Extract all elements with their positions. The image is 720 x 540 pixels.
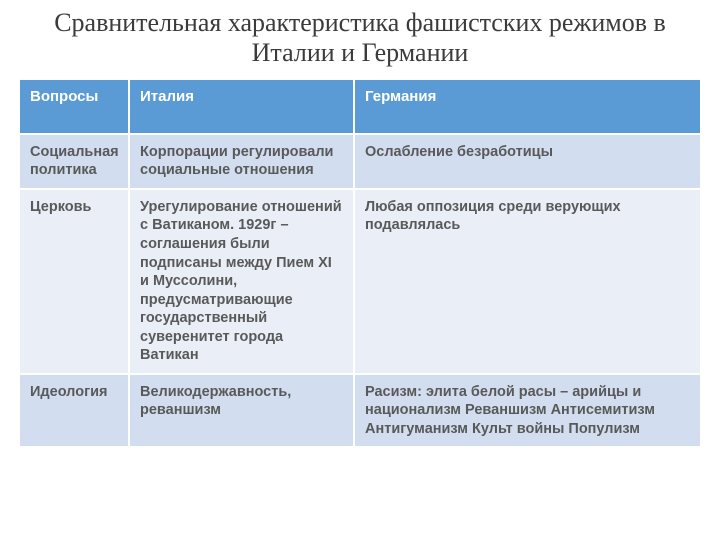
cell-germany: Любая оппозиция среди верующих подавляла… <box>354 189 701 374</box>
cell-germany: Ослабление безработицы <box>354 134 701 189</box>
table-header-row: Вопросы Италия Германия <box>19 79 701 134</box>
cell-question: Церковь <box>19 189 129 374</box>
col-header-questions: Вопросы <box>19 79 129 134</box>
cell-germany: Расизм: элита белой расы – арийцы и наци… <box>354 374 701 448</box>
cell-italy: Корпорации регулировали социальные отнош… <box>129 134 354 189</box>
comparison-table: Вопросы Италия Германия Социальная полит… <box>18 78 702 449</box>
cell-italy: Великодержавность, реваншизм <box>129 374 354 448</box>
table-row: Социальная политика Корпорации регулиров… <box>19 134 701 189</box>
slide-title: Сравнительная характеристика фашистских … <box>18 8 702 68</box>
cell-italy: Урегулирование отношений с Ватиканом. 19… <box>129 189 354 374</box>
cell-question: Идеология <box>19 374 129 448</box>
col-header-italy: Италия <box>129 79 354 134</box>
cell-question: Социальная политика <box>19 134 129 189</box>
col-header-germany: Германия <box>354 79 701 134</box>
table-row: Идеология Великодержавность, реваншизм Р… <box>19 374 701 448</box>
slide: Сравнительная характеристика фашистских … <box>0 0 720 540</box>
table-row: Церковь Урегулирование отношений с Ватик… <box>19 189 701 374</box>
